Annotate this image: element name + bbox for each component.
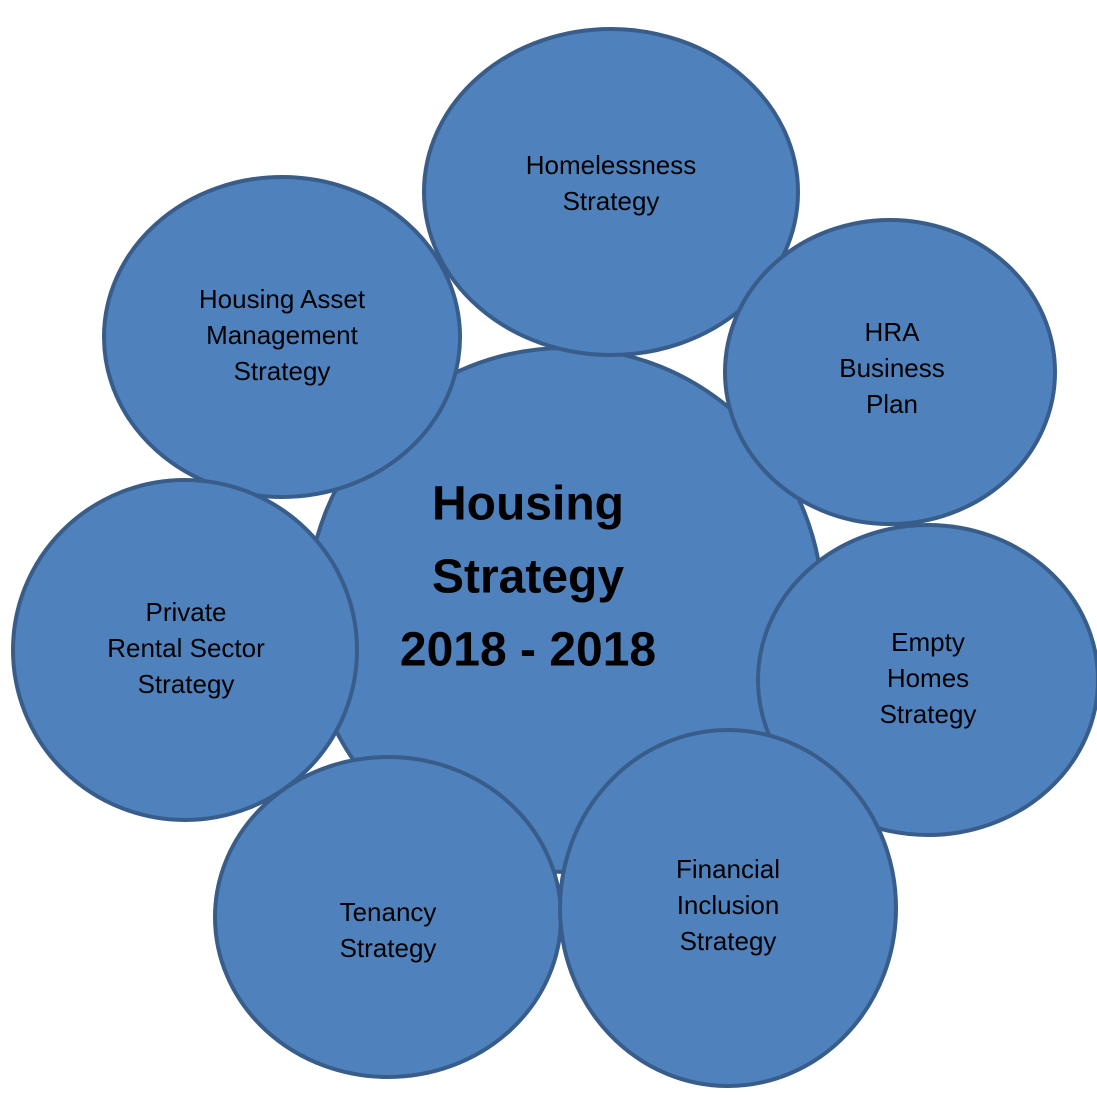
strategy-circle bbox=[558, 728, 898, 1088]
strategy-label: Homes bbox=[887, 663, 969, 693]
strategy-label: Management bbox=[206, 320, 359, 350]
strategy-label: Homelessness bbox=[526, 150, 697, 180]
strategy-label: Tenancy bbox=[340, 897, 437, 927]
strategy-label: Strategy bbox=[340, 933, 437, 963]
strategy-label: Strategy bbox=[680, 926, 777, 956]
strategy-circle bbox=[756, 523, 1097, 837]
strategy-label: Plan bbox=[866, 389, 918, 419]
center-label: 2018 - 2018 bbox=[400, 624, 656, 677]
strategy-label: Private bbox=[146, 597, 227, 627]
strategy-label: Strategy bbox=[138, 669, 235, 699]
strategy-label: Financial bbox=[676, 854, 780, 884]
strategy-circle bbox=[102, 175, 462, 499]
strategy-circle bbox=[422, 27, 800, 357]
strategy-label: Strategy bbox=[234, 356, 331, 386]
strategy-circle bbox=[11, 478, 359, 822]
center-label: Housing bbox=[432, 478, 624, 531]
center-label: Strategy bbox=[432, 551, 624, 604]
strategy-label: Housing Asset bbox=[199, 284, 366, 314]
strategy-label: Inclusion bbox=[677, 890, 780, 920]
strategy-label: Strategy bbox=[880, 699, 977, 729]
strategy-label: Business bbox=[839, 353, 945, 383]
strategy-label: Strategy bbox=[563, 186, 660, 216]
strategy-label: Empty bbox=[891, 627, 965, 657]
strategy-circle bbox=[723, 218, 1057, 526]
strategy-label: Rental Sector bbox=[107, 633, 265, 663]
strategy-label: HRA bbox=[865, 317, 921, 347]
